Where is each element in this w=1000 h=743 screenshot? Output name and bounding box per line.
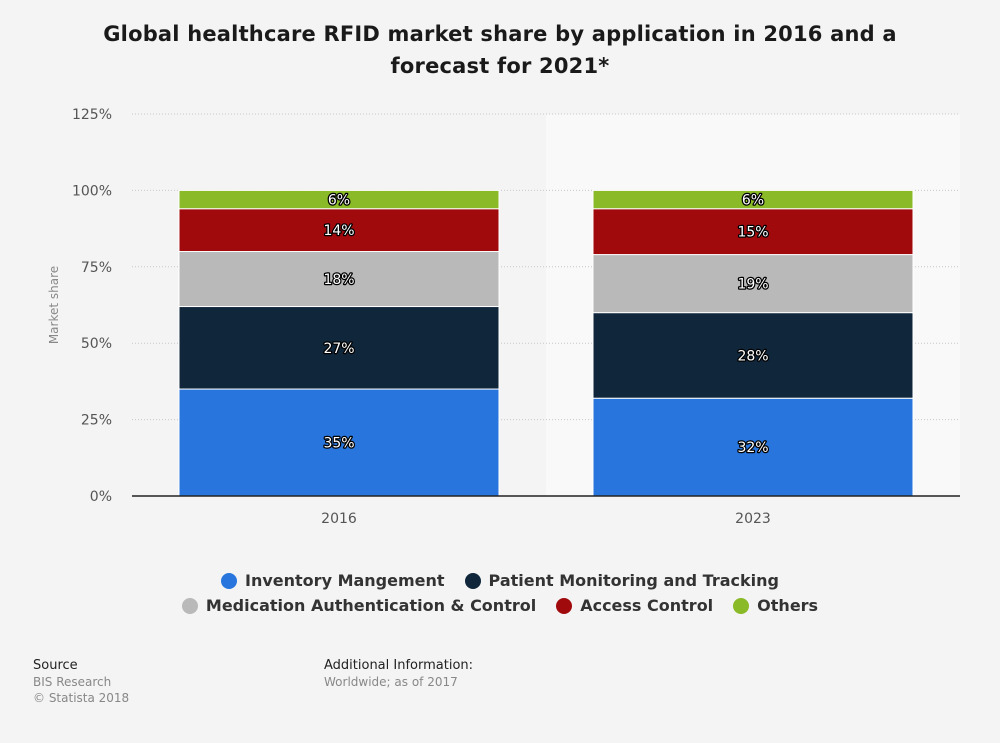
legend-marker — [733, 597, 750, 614]
data-label: 18% — [323, 272, 354, 288]
copyright-line: © Statista 2018 — [33, 691, 130, 705]
chart-legend: Inventory Mangement Patient Monitoring an… — [0, 568, 1000, 618]
bar-segment — [178, 306, 500, 390]
data-label: 27% — [323, 341, 354, 357]
additional-info-heading: Additional Information: — [324, 658, 474, 673]
additional-info-line: Worldwide; as of 2017 — [324, 675, 458, 689]
data-label: 28% — [737, 348, 768, 364]
x-tick-label: 2023 — [735, 511, 771, 527]
bar-segment — [178, 388, 500, 497]
y-tick-label: 50% — [81, 336, 112, 352]
bar-segment — [178, 251, 500, 308]
legend-item[interactable]: Medication Authentication & Control — [181, 596, 537, 615]
y-tick-label: 25% — [81, 413, 112, 429]
legend-label: Medication Authentication & Control — [205, 596, 537, 615]
legend-label: Access Control — [580, 596, 714, 615]
data-label: 15% — [737, 225, 768, 241]
data-label: 6% — [742, 193, 764, 209]
legend-label: Patient Monitoring and Tracking — [488, 571, 779, 590]
legend-marker — [181, 597, 198, 614]
source-heading: Source — [33, 658, 78, 673]
legend-item[interactable]: Inventory Mangement — [221, 571, 445, 590]
legend-label: Others — [757, 596, 819, 615]
bar-segment — [592, 397, 914, 497]
data-label: 32% — [737, 440, 768, 456]
legend-item[interactable]: Access Control — [556, 596, 713, 615]
y-tick-label: 100% — [72, 183, 112, 199]
y-tick-label: 0% — [90, 489, 112, 505]
data-label: 35% — [323, 436, 354, 452]
legend-marker — [556, 597, 573, 614]
bar-segment — [592, 189, 914, 210]
legend-marker — [464, 572, 481, 589]
legend-row-2: Medication Authentication & Control Acces… — [0, 593, 1000, 618]
y-tick-label: 75% — [81, 260, 112, 276]
data-label: 14% — [323, 223, 354, 239]
additional-info-block: Additional Information: Worldwide; as of… — [324, 657, 473, 690]
legend-item[interactable]: Patient Monitoring and Tracking — [464, 571, 779, 590]
data-label: 19% — [737, 277, 768, 293]
chart-title: Global healthcare RFID market share by a… — [103, 22, 897, 78]
bar-segment — [178, 189, 500, 210]
bar-segment — [178, 208, 500, 253]
data-label: 6% — [328, 193, 350, 209]
source-line[interactable]: BIS Research — [33, 675, 112, 689]
legend-row-1: Inventory Mangement Patient Monitoring an… — [0, 568, 1000, 593]
bar-segment — [592, 208, 914, 256]
y-axis-title: Market share — [47, 266, 61, 344]
source-block: Source BIS Research © Statista 2018 — [33, 657, 129, 706]
legend-item[interactable]: Others — [733, 596, 818, 615]
bar-segment — [592, 312, 914, 399]
y-tick-label: 125% — [72, 107, 112, 123]
x-tick-label: 2016 — [321, 511, 357, 527]
chart-plot: 0% 25% 50% 75% 100% 125% Market share 35% 27% 18%… — [47, 107, 960, 527]
legend-label: Inventory Mangement — [245, 571, 445, 590]
legend-marker — [221, 572, 238, 589]
